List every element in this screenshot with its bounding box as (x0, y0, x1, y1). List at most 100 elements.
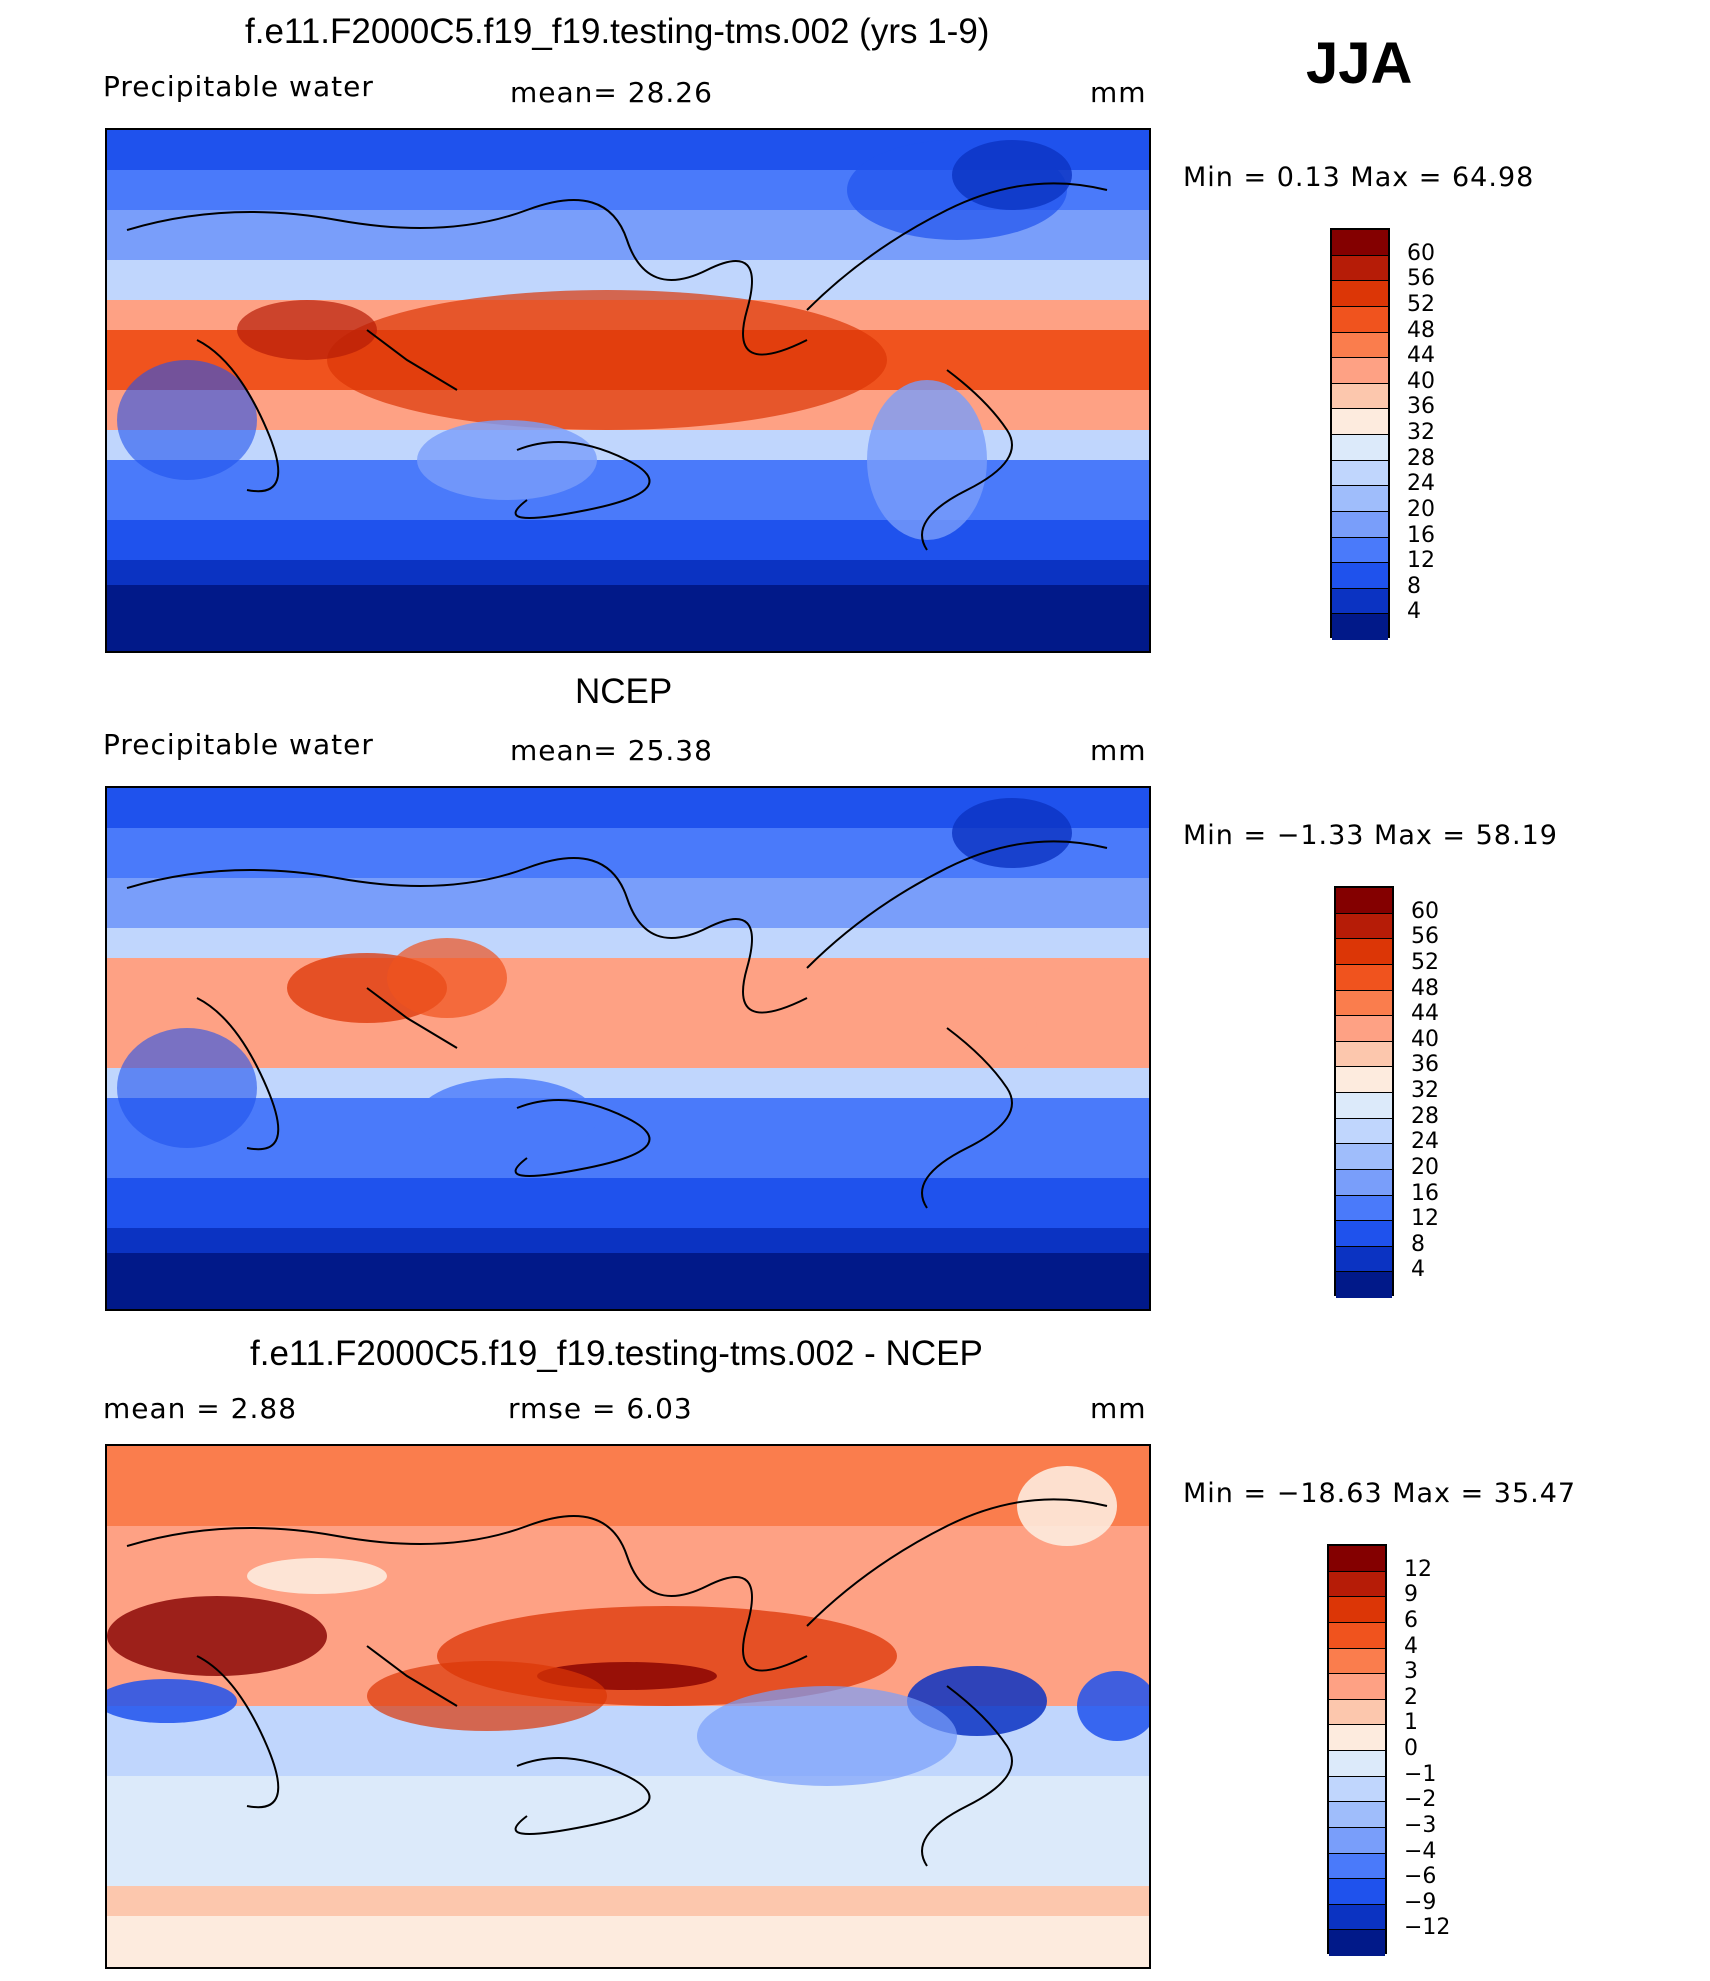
colorbar-tick-label: 16 (1407, 522, 1435, 548)
colorbar-segment (1336, 1118, 1392, 1145)
colorbar-tick-label: 0 (1404, 1736, 1418, 1761)
colorbar-tick-label: 48 (1407, 317, 1435, 343)
colorbar-tick-label: 4 (1407, 599, 1421, 625)
colorbar-tick-label: 8 (1411, 1231, 1425, 1257)
colorbar-segment (1336, 1221, 1392, 1247)
colorbar-segment (1329, 1853, 1385, 1880)
panel2-mean: mean= 25.38 (510, 734, 713, 767)
panel1-map (105, 128, 1151, 653)
panel2-minmax: Min = −1.33 Max = 58.19 (1183, 820, 1558, 851)
colorbar-tick-label: 24 (1411, 1129, 1439, 1155)
panel1-units: mm (1090, 76, 1147, 109)
panel2-units: mm (1090, 734, 1147, 767)
panel2-map (105, 786, 1151, 1311)
colorbar-tick-label: 48 (1411, 975, 1439, 1001)
colorbar-segment (1336, 1016, 1392, 1042)
colorbar-tick-label: −4 (1404, 1838, 1437, 1864)
colorbar-segment (1332, 460, 1388, 487)
colorbar-tick-label: 28 (1407, 445, 1435, 471)
colorbar-tick-label: 44 (1411, 1001, 1439, 1027)
colorbar-tick-label: 24 (1407, 471, 1435, 497)
panel2-variable: Precipitable water (103, 728, 374, 761)
colorbar-segment (1329, 1751, 1385, 1777)
colorbar-tick-label: 8 (1407, 573, 1421, 599)
colorbar-tick-label: 60 (1411, 898, 1439, 924)
colorbar-tick-label: 6 (1404, 1607, 1418, 1633)
colorbar-tick-label: 40 (1407, 368, 1435, 394)
panel2-title: NCEP (575, 672, 673, 711)
colorbar-tick-label: −1 (1404, 1761, 1437, 1787)
panel2-colorbar (1334, 886, 1394, 1298)
colorbar-tick-label: 56 (1411, 924, 1439, 950)
colorbar-tick-label: 4 (1404, 1633, 1418, 1659)
colorbar-segment (1329, 1622, 1385, 1649)
colorbar-segment (1329, 1699, 1385, 1726)
colorbar-segment (1332, 358, 1388, 384)
colorbar-segment (1336, 939, 1392, 965)
colorbar-segment (1329, 1674, 1385, 1700)
colorbar-segment (1336, 1272, 1392, 1298)
colorbar-tick-label: 44 (1407, 343, 1435, 369)
colorbar-segment (1336, 1144, 1392, 1170)
colorbar-segment (1336, 1195, 1392, 1222)
colorbar-segment (1332, 563, 1388, 589)
colorbar-segment (1332, 537, 1388, 564)
colorbar-tick-label: −9 (1404, 1889, 1437, 1915)
colorbar-segment (1329, 1648, 1385, 1675)
colorbar-segment (1332, 409, 1388, 435)
colorbar-tick-label: 32 (1407, 420, 1435, 445)
panel1-colorbar (1330, 228, 1390, 640)
panel3-minmax: Min = −18.63 Max = 35.47 (1183, 1478, 1577, 1509)
panel1-variable: Precipitable water (103, 70, 374, 103)
colorbar-tick-label: −12 (1404, 1915, 1451, 1941)
panel1-mean: mean= 28.26 (510, 76, 713, 109)
colorbar-tick-label: 9 (1404, 1582, 1418, 1608)
panel3-rmse: rmse = 6.03 (508, 1392, 693, 1425)
colorbar-tick-label: 12 (1407, 548, 1435, 574)
colorbar-tick-label: 56 (1407, 266, 1435, 292)
colorbar-segment (1336, 1067, 1392, 1093)
colorbar-segment (1329, 1571, 1385, 1598)
colorbar-tick-label: 12 (1404, 1556, 1432, 1582)
panel3-title: f.e11.F2000C5.f19_f19.testing-tms.002 - … (250, 1334, 983, 1373)
colorbar-tick-label: 16 (1411, 1180, 1439, 1206)
colorbar-segment (1332, 281, 1388, 307)
colorbar-tick-label: 4 (1411, 1257, 1425, 1283)
colorbar-segment (1332, 511, 1388, 538)
colorbar-tick-label: 1 (1404, 1710, 1418, 1736)
colorbar-segment (1332, 332, 1388, 359)
colorbar-segment (1332, 486, 1388, 512)
colorbar-segment (1329, 1904, 1385, 1931)
colorbar-segment (1336, 1041, 1392, 1068)
colorbar-segment (1336, 1093, 1392, 1119)
colorbar-segment (1332, 255, 1388, 282)
colorbar-tick-label: 32 (1411, 1078, 1439, 1103)
colorbar-tick-label: 28 (1411, 1103, 1439, 1129)
colorbar-segment (1329, 1879, 1385, 1905)
colorbar-tick-label: 3 (1404, 1659, 1418, 1685)
colorbar-tick-label: 20 (1407, 496, 1435, 522)
colorbar-tick-label: 12 (1411, 1206, 1439, 1232)
colorbar-segment (1336, 964, 1392, 991)
colorbar-tick-label: 40 (1411, 1026, 1439, 1052)
season-label: JJA (1306, 31, 1413, 96)
colorbar-segment (1329, 1725, 1385, 1751)
colorbar-tick-label: 60 (1407, 240, 1435, 266)
colorbar-segment (1329, 1546, 1385, 1572)
colorbar-segment (1329, 1776, 1385, 1803)
colorbar-segment (1332, 588, 1388, 615)
colorbar-tick-label: −6 (1404, 1864, 1437, 1890)
colorbar-segment (1329, 1597, 1385, 1623)
panel3-map (105, 1444, 1151, 1969)
colorbar-segment (1329, 1827, 1385, 1854)
panel3-units: mm (1090, 1392, 1147, 1425)
colorbar-tick-label: 20 (1411, 1154, 1439, 1180)
colorbar-segment (1336, 913, 1392, 940)
panel3-colorbar (1327, 1544, 1387, 1956)
panel1-minmax: Min = 0.13 Max = 64.98 (1183, 162, 1535, 193)
colorbar-segment (1329, 1802, 1385, 1828)
colorbar-tick-label: 2 (1404, 1684, 1418, 1710)
panel3-mean: mean = 2.88 (103, 1392, 298, 1425)
colorbar-segment (1332, 614, 1388, 640)
colorbar-segment (1332, 435, 1388, 461)
